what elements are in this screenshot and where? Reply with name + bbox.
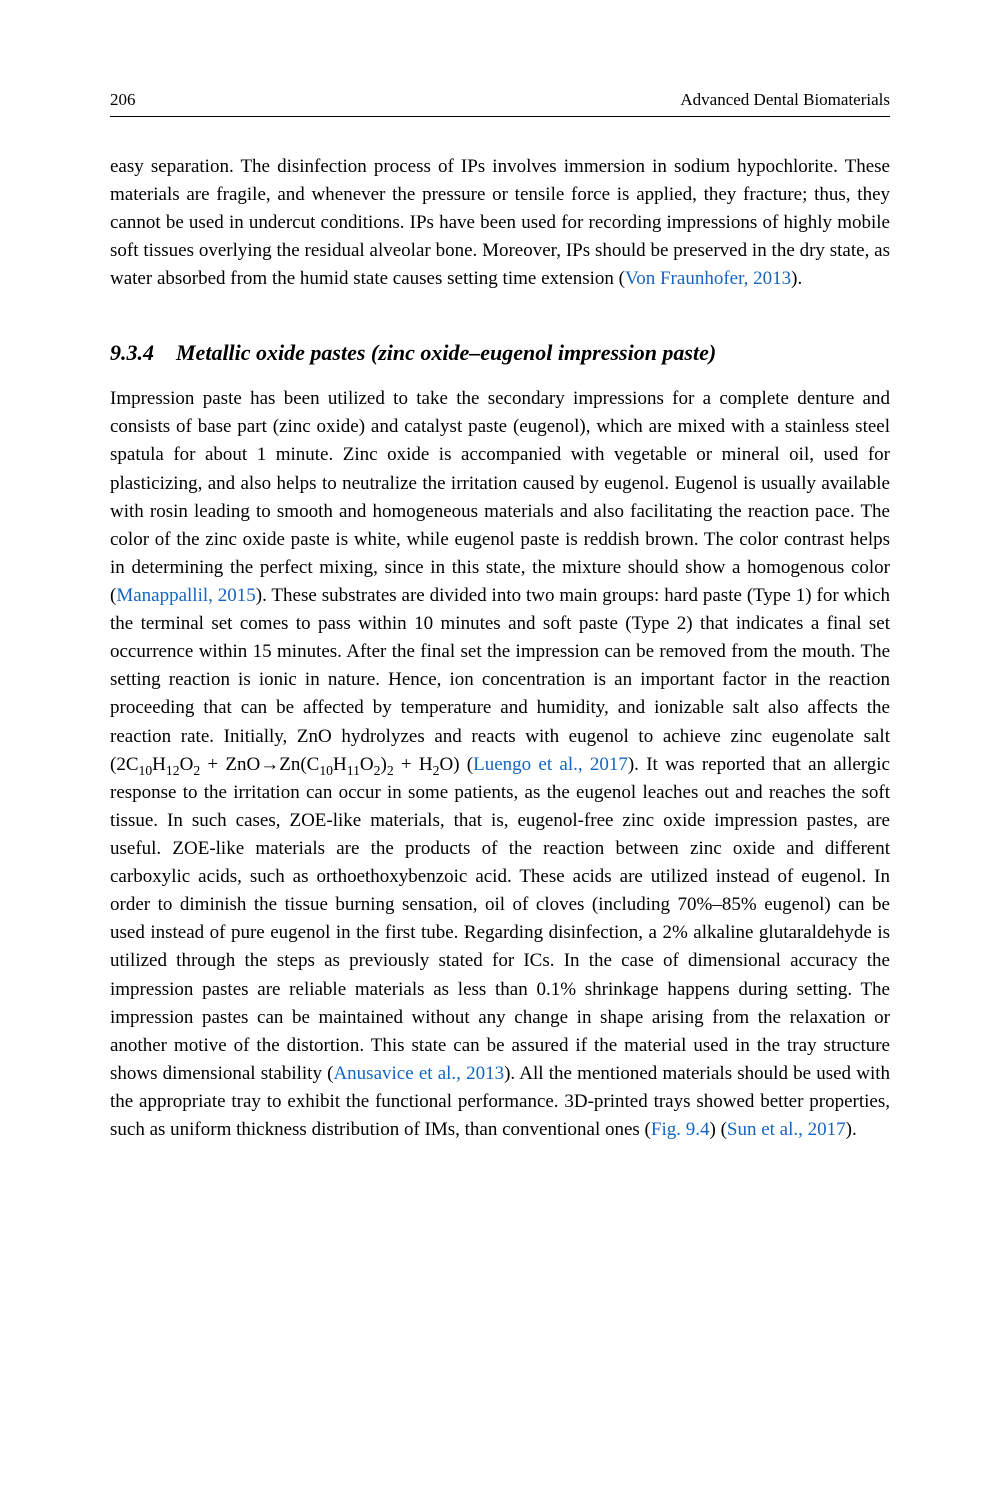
text: (2C: [110, 754, 139, 775]
text: H: [152, 754, 166, 775]
section-heading: 9.3.4 Metallic oxide pastes (zinc oxide–…: [110, 338, 890, 368]
subscript: 10: [139, 762, 153, 777]
text: ). These substrates are divided into two…: [110, 585, 890, 747]
text: + H: [394, 754, 433, 775]
figure-link[interactable]: Fig. 9.4: [651, 1119, 710, 1140]
subscript: 10: [319, 762, 333, 777]
text: O: [180, 754, 194, 775]
text: ).: [791, 268, 802, 289]
text: O: [360, 754, 374, 775]
subscript: 11: [347, 762, 360, 777]
text: ). It was reported that an allergic resp…: [110, 754, 890, 1084]
text: O) (: [439, 754, 473, 775]
text: + ZnO→Zn(C: [200, 754, 319, 775]
formula: (2C10H12O2 + ZnO→Zn(C10H11O2)2 + H2O) (: [110, 754, 473, 775]
citation-link[interactable]: Luengo et al., 2017: [473, 754, 628, 775]
running-header: 206 Advanced Dental Biomaterials: [110, 90, 890, 117]
section-title: Metallic oxide pastes (zinc oxide–eugeno…: [176, 338, 890, 368]
subscript: 12: [166, 762, 180, 777]
intro-paragraph: easy separation. The disinfection proces…: [110, 153, 890, 294]
page: 206 Advanced Dental Biomaterials easy se…: [0, 0, 1000, 1500]
body-paragraph: Impression paste has been utilized to ta…: [110, 385, 890, 1144]
citation-link[interactable]: Anusavice et al., 2013: [333, 1063, 504, 1084]
text: H: [333, 754, 347, 775]
section-number: 9.3.4: [110, 338, 154, 368]
text: ).: [846, 1119, 857, 1140]
citation-link[interactable]: Von Fraunhofer, 2013: [625, 268, 791, 289]
citation-link[interactable]: Manappallil, 2015: [116, 585, 255, 606]
citation-link[interactable]: Sun et al., 2017: [727, 1119, 846, 1140]
subscript: 2: [387, 762, 394, 777]
text: Impression paste has been utilized to ta…: [110, 388, 890, 606]
page-number: 206: [110, 90, 136, 110]
text: ) (: [710, 1119, 727, 1140]
book-title: Advanced Dental Biomaterials: [680, 90, 890, 110]
